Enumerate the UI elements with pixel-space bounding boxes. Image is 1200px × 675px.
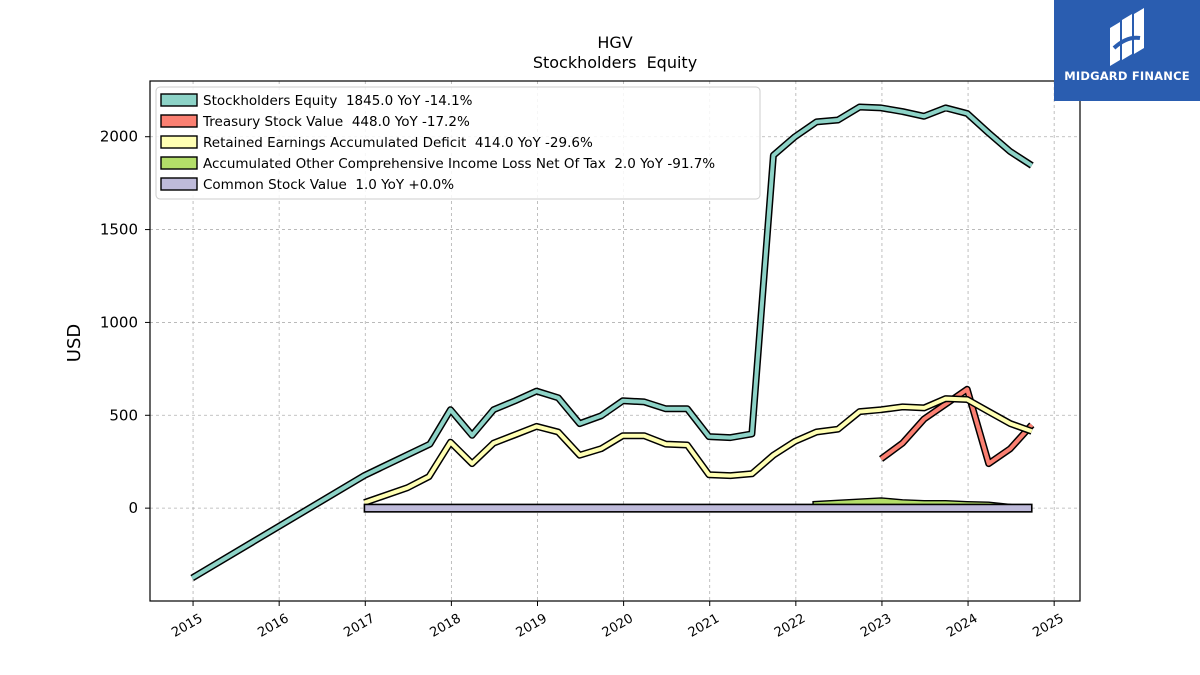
x-tick-label: 2015	[169, 611, 205, 641]
legend-label: Stockholders Equity 1845.0 YoY -14.1%	[203, 93, 473, 109]
x-tick-label: 2023	[858, 611, 894, 641]
legend-label: Retained Earnings Accumulated Deficit 41…	[203, 135, 593, 151]
x-tick-label: 2021	[686, 611, 722, 641]
chart-title: HGV	[597, 33, 632, 52]
x-tick-label: 2022	[772, 611, 808, 641]
x-tick-label: 2020	[600, 611, 636, 641]
legend-swatch	[160, 177, 198, 191]
y-axis-label: USD	[64, 324, 85, 362]
y-tick-label: 0	[128, 499, 138, 517]
legend-swatch	[160, 93, 198, 107]
midgard-finance-logo: MIDGARD FINANCE	[1054, 0, 1200, 101]
legend-label: Accumulated Other Comprehensive Income L…	[203, 156, 715, 172]
y-tick-label: 1500	[100, 221, 138, 239]
y-tick-label: 1000	[100, 313, 138, 331]
x-tick-label: 2017	[341, 611, 377, 641]
legend-swatch	[160, 114, 198, 128]
series-line-0	[191, 105, 1033, 580]
legend-swatch	[160, 135, 198, 149]
y-tick-label: 2000	[100, 128, 138, 146]
legend-box	[155, 86, 761, 200]
x-tick-label: 2019	[514, 611, 550, 641]
x-tick-label: 2018	[428, 611, 464, 641]
series-line-2	[363, 396, 1033, 505]
x-tick-label: 2016	[255, 611, 291, 641]
logo-text: MIDGARD FINANCE	[1064, 69, 1190, 83]
chart-subtitle: Stockholders Equity	[533, 53, 697, 72]
legend-label: Common Stock Value 1.0 YoY +0.0%	[203, 177, 454, 193]
legend-swatch	[160, 156, 198, 170]
logo-mark-icon	[1110, 8, 1144, 66]
x-tick-label: 2024	[944, 611, 980, 641]
plot-frame	[149, 80, 1081, 602]
legend: Stockholders Equity 1845.0 YoY -14.1% Tre…	[155, 86, 761, 200]
legend-label: Treasury Stock Value 448.0 YoY -17.2%	[202, 114, 470, 130]
series-area-4	[363, 503, 1033, 513]
series-layer	[190, 103, 1035, 582]
x-tick-label: 2025	[1030, 611, 1066, 641]
y-tick-label: 500	[109, 406, 138, 424]
